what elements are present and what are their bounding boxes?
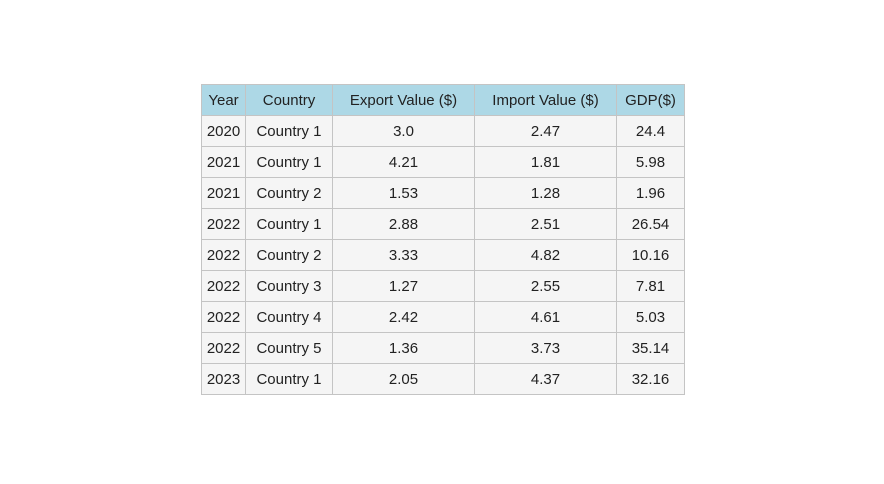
cell-gdp: 35.14: [616, 332, 685, 364]
table-row: 2020 Country 1 3.0 2.47 24.4: [201, 115, 685, 147]
cell-year: 2022: [201, 332, 246, 364]
cell-year: 2022: [201, 208, 246, 240]
cell-export-value: 2.42: [332, 301, 475, 333]
cell-import-value: 4.82: [474, 239, 617, 271]
cell-gdp: 26.54: [616, 208, 685, 240]
table-row: 2023 Country 1 2.05 4.37 32.16: [201, 363, 685, 395]
cell-gdp: 5.98: [616, 146, 685, 178]
cell-import-value: 1.81: [474, 146, 617, 178]
table-row: 2022 Country 5 1.36 3.73 35.14: [201, 332, 685, 364]
cell-year: 2021: [201, 146, 246, 178]
column-header-export-value: Export Value ($): [332, 84, 475, 116]
cell-import-value: 2.51: [474, 208, 617, 240]
cell-country: Country 1: [245, 363, 333, 395]
table-row: 2021 Country 1 4.21 1.81 5.98: [201, 146, 685, 178]
cell-country: Country 5: [245, 332, 333, 364]
cell-year: 2022: [201, 301, 246, 333]
column-header-gdp: GDP($): [616, 84, 685, 116]
cell-year: 2020: [201, 115, 246, 147]
cell-import-value: 4.37: [474, 363, 617, 395]
cell-gdp: 32.16: [616, 363, 685, 395]
cell-export-value: 1.53: [332, 177, 475, 209]
cell-export-value: 3.33: [332, 239, 475, 271]
table-row: 2021 Country 2 1.53 1.28 1.96: [201, 177, 685, 209]
cell-gdp: 24.4: [616, 115, 685, 147]
column-header-import-value: Import Value ($): [474, 84, 617, 116]
cell-import-value: 1.28: [474, 177, 617, 209]
cell-gdp: 7.81: [616, 270, 685, 302]
header-row: Year Country Export Value ($) Import Val…: [201, 84, 685, 116]
cell-year: 2022: [201, 270, 246, 302]
cell-year: 2023: [201, 363, 246, 395]
table-row: 2022 Country 3 1.27 2.55 7.81: [201, 270, 685, 302]
table-row: 2022 Country 4 2.42 4.61 5.03: [201, 301, 685, 333]
cell-gdp: 1.96: [616, 177, 685, 209]
column-header-country: Country: [245, 84, 333, 116]
cell-export-value: 3.0: [332, 115, 475, 147]
cell-export-value: 2.05: [332, 363, 475, 395]
cell-gdp: 5.03: [616, 301, 685, 333]
cell-year: 2021: [201, 177, 246, 209]
cell-export-value: 1.36: [332, 332, 475, 364]
cell-country: Country 2: [245, 177, 333, 209]
cell-export-value: 4.21: [332, 146, 475, 178]
cell-country: Country 4: [245, 301, 333, 333]
table-row: 2022 Country 1 2.88 2.51 26.54: [201, 208, 685, 240]
table-body: 2020 Country 1 3.0 2.47 24.4 2021 Country 1 4.2…: [201, 115, 685, 395]
cell-import-value: 2.47: [474, 115, 617, 147]
cell-country: Country 1: [245, 146, 333, 178]
cell-import-value: 2.55: [474, 270, 617, 302]
cell-country: Country 2: [245, 239, 333, 271]
cell-export-value: 2.88: [332, 208, 475, 240]
cell-import-value: 4.61: [474, 301, 617, 333]
cell-export-value: 1.27: [332, 270, 475, 302]
column-header-year: Year: [201, 84, 246, 116]
cell-year: 2022: [201, 239, 246, 271]
table-header: Year Country Export Value ($) Import Val…: [201, 84, 685, 116]
cell-country: Country 1: [245, 115, 333, 147]
cell-import-value: 3.73: [474, 332, 617, 364]
cell-country: Country 3: [245, 270, 333, 302]
cell-gdp: 10.16: [616, 239, 685, 271]
cell-country: Country 1: [245, 208, 333, 240]
data-table: Year Country Export Value ($) Import Val…: [201, 84, 685, 395]
table-row: 2022 Country 2 3.33 4.82 10.16: [201, 239, 685, 271]
